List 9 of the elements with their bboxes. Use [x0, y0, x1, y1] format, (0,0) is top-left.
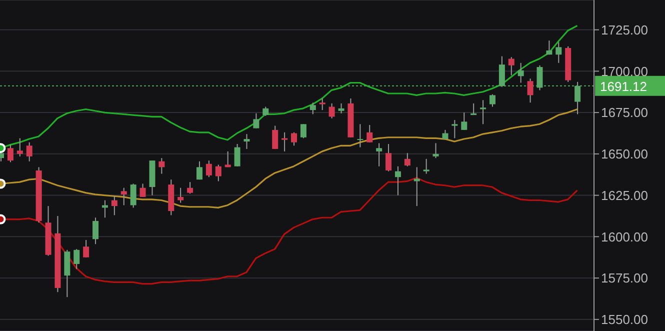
y-tick-label: 1575.00	[601, 270, 648, 286]
y-tick-label: 1650.00	[601, 146, 648, 162]
y-tick-label: 1625.00	[601, 188, 648, 203]
y-tick-label: 1700.00	[601, 64, 648, 79]
y-tick-label: 1550.00	[601, 312, 648, 328]
y-tick-label: 1725.00	[601, 22, 648, 38]
y-tick-label: 1675.00	[601, 105, 648, 120]
y-tick-label: 1600.00	[601, 229, 648, 244]
ref-line-label: 1691.12	[600, 78, 647, 94]
